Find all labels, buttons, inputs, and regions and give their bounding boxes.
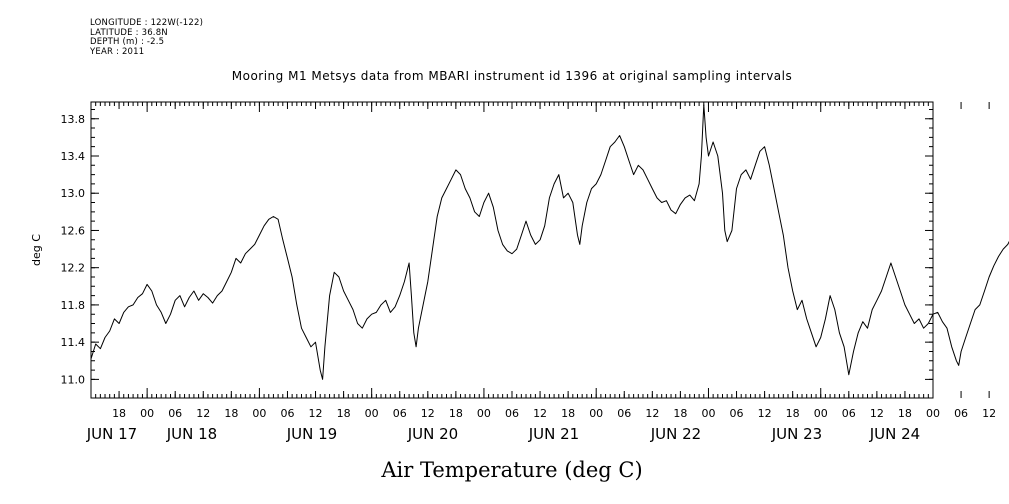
x-tick-label: 12 (758, 407, 772, 420)
x-tick-label: 18 (337, 407, 351, 420)
x-tick-label: 18 (898, 407, 912, 420)
minor-tick-marks (90, 102, 934, 398)
x-date-label: JUN 24 (869, 425, 920, 443)
x-axis: 18 00 06 12 18 00 06 12 18 00 06 12 18 00 06 12 18 00 06 12… (86, 102, 996, 443)
x-date-label: JUN 23 (771, 425, 822, 443)
x-tick-label: 06 (168, 407, 182, 420)
x-tick-label: 00 (252, 407, 266, 420)
x-tick-label: 18 (786, 407, 800, 420)
x-tick-label: 12 (533, 407, 547, 420)
x-tick-label: 06 (730, 407, 744, 420)
x-tick-label: 00 (814, 407, 828, 420)
x-date-label: JUN 20 (407, 425, 458, 443)
x-tick-label: 06 (280, 407, 294, 420)
x-date-label: JUN 19 (286, 425, 337, 443)
x-tick-label: 06 (617, 407, 631, 420)
x-tick-label: 00 (589, 407, 603, 420)
y-tick-label: 11.4 (61, 336, 86, 349)
x-tick-label: 00 (365, 407, 379, 420)
x-date-label: JUN 22 (650, 425, 701, 443)
y-tick-label: 13.8 (61, 113, 86, 126)
x-tick-label: 00 (926, 407, 940, 420)
depth-label: DEPTH (m) : -2.5 (90, 37, 165, 48)
x-date-label: JUN 21 (528, 425, 579, 443)
x-tick-label: 12 (645, 407, 659, 420)
metadata-block: LONGITUDE : 122W(-122) LATITUDE : 36.8N … (90, 18, 204, 57)
x-tick-label: 18 (673, 407, 687, 420)
x-tick-label: 00 (140, 407, 154, 420)
y-tick-label: 13.4 (61, 150, 86, 163)
latitude-label: LATITUDE : 36.8N (90, 27, 168, 38)
x-tick-label: 06 (505, 407, 519, 420)
plot-frame (90, 101, 934, 399)
x-tick-label: 12 (870, 407, 884, 420)
x-tick-label: 06 (393, 407, 407, 420)
x-tick-label: 18 (112, 407, 126, 420)
series-line (90, 104, 1009, 380)
x-tick-label: 12 (421, 407, 435, 420)
year-label: YEAR : 2011 (90, 46, 145, 57)
chart-title: Mooring M1 Metsys data from MBARI instru… (231, 69, 793, 83)
minor-ticks (90, 102, 934, 398)
x-tick-label: 12 (982, 407, 996, 420)
y-axis: 11.0 11.4 11.8 12.2 12.6 13.0 13.4 13.8 (61, 113, 933, 386)
x-tick-label: 18 (449, 407, 463, 420)
x-tick-label: 12 (309, 407, 323, 420)
x-tick-label: 06 (842, 407, 856, 420)
x-date-label: JUN 18 (166, 425, 217, 443)
x-date-label: JUN 17 (86, 425, 137, 443)
x-tick-label: 00 (477, 407, 491, 420)
x-tick-label: 12 (196, 407, 210, 420)
y-tick-label: 13.0 (61, 187, 86, 200)
x-tick-label: 06 (954, 407, 968, 420)
y-tick-label: 11.8 (61, 299, 86, 312)
y-axis-label: deg C (30, 234, 43, 266)
longitude-label: LONGITUDE : 122W(-122) (90, 18, 204, 28)
x-tick-label: 18 (224, 407, 238, 420)
x-tick-label: 00 (701, 407, 715, 420)
y-tick-label: 12.6 (61, 224, 86, 237)
series-group (90, 104, 1009, 380)
y-tick-label: 11.0 (61, 373, 86, 386)
x-tick-label: 18 (561, 407, 575, 420)
y-tick-label: 12.2 (61, 262, 86, 275)
x-axis-label: Air Temperature (deg C) (380, 458, 642, 482)
